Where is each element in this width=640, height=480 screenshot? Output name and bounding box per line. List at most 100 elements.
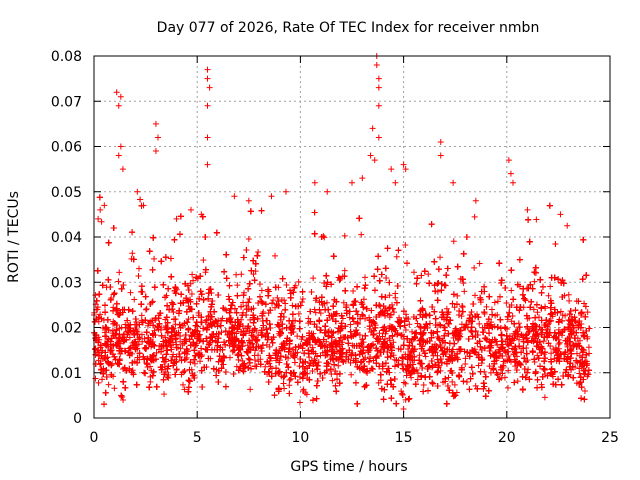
data-point <box>247 316 254 323</box>
data-point <box>581 387 588 394</box>
data-point <box>151 327 158 334</box>
data-point <box>347 321 354 328</box>
data-point <box>475 362 482 369</box>
data-point <box>376 330 383 337</box>
data-point <box>295 310 302 317</box>
data-point <box>255 248 262 255</box>
data-point <box>336 277 343 284</box>
data-point <box>283 282 290 289</box>
data-point <box>350 318 357 325</box>
data-point <box>360 296 367 303</box>
data-point <box>564 222 571 229</box>
data-point <box>361 274 368 281</box>
data-point <box>390 339 397 346</box>
data-point <box>512 363 519 370</box>
data-point <box>471 213 478 220</box>
data-point <box>450 238 457 245</box>
data-point <box>260 309 267 316</box>
data-point <box>244 342 251 349</box>
data-point <box>545 292 552 299</box>
data-point <box>530 306 537 313</box>
data-point <box>540 338 547 345</box>
data-point <box>390 309 397 316</box>
data-point <box>98 218 105 225</box>
data-point <box>350 287 357 294</box>
data-point <box>348 371 355 378</box>
data-point <box>312 309 319 316</box>
data-point <box>514 378 521 385</box>
data-point <box>443 305 450 312</box>
data-point <box>317 310 324 317</box>
data-point <box>369 366 376 373</box>
data-point <box>377 377 384 384</box>
data-point <box>256 281 263 288</box>
data-point <box>445 374 452 381</box>
data-point <box>233 271 240 278</box>
data-point <box>299 298 306 305</box>
data-point <box>116 269 123 276</box>
data-point <box>246 296 253 303</box>
data-point <box>533 216 540 223</box>
data-point <box>265 310 272 317</box>
data-point <box>509 312 516 319</box>
data-point <box>177 338 184 345</box>
data-point <box>144 322 151 329</box>
data-point <box>245 355 252 362</box>
data-point <box>243 302 250 309</box>
data-point <box>92 375 99 382</box>
data-point <box>151 255 158 262</box>
data-point <box>576 337 583 344</box>
data-point <box>531 278 538 285</box>
data-point <box>204 324 211 331</box>
data-point <box>303 391 310 398</box>
data-point <box>226 354 233 361</box>
data-point <box>576 370 583 377</box>
data-point <box>487 369 494 376</box>
data-point <box>492 312 499 319</box>
data-point <box>516 336 522 343</box>
data-point <box>126 334 133 341</box>
data-point <box>240 299 247 306</box>
data-point <box>483 303 490 310</box>
data-point <box>566 297 573 304</box>
data-point <box>341 267 348 274</box>
data-point <box>565 291 572 298</box>
data-point <box>323 299 330 306</box>
data-point <box>494 298 501 305</box>
data-point <box>200 257 207 264</box>
data-point <box>182 356 189 363</box>
data-point <box>414 320 421 327</box>
data-point <box>382 330 389 337</box>
data-point <box>462 355 469 362</box>
data-point <box>245 235 252 242</box>
data-point <box>386 337 393 344</box>
data-point <box>504 384 511 391</box>
data-point <box>547 283 554 290</box>
data-point <box>280 374 287 381</box>
data-point <box>129 250 136 257</box>
data-point <box>494 342 501 349</box>
data-point <box>135 272 142 279</box>
data-point <box>476 320 483 327</box>
data-point <box>287 375 294 382</box>
data-point <box>272 252 279 259</box>
data-point <box>131 296 138 303</box>
data-point <box>142 306 149 313</box>
data-point <box>138 312 145 319</box>
data-point <box>329 377 336 384</box>
data-point <box>181 386 188 393</box>
data-point <box>141 369 148 376</box>
data-point <box>177 353 184 360</box>
data-point <box>135 265 142 272</box>
data-point <box>434 288 441 295</box>
data-point <box>281 385 288 392</box>
data-point <box>299 296 306 303</box>
data-point <box>386 292 393 299</box>
data-point <box>105 381 112 388</box>
data-point <box>409 328 416 335</box>
data-point <box>266 357 273 364</box>
data-point <box>394 318 401 325</box>
data-point <box>235 356 242 363</box>
data-point <box>315 359 322 366</box>
